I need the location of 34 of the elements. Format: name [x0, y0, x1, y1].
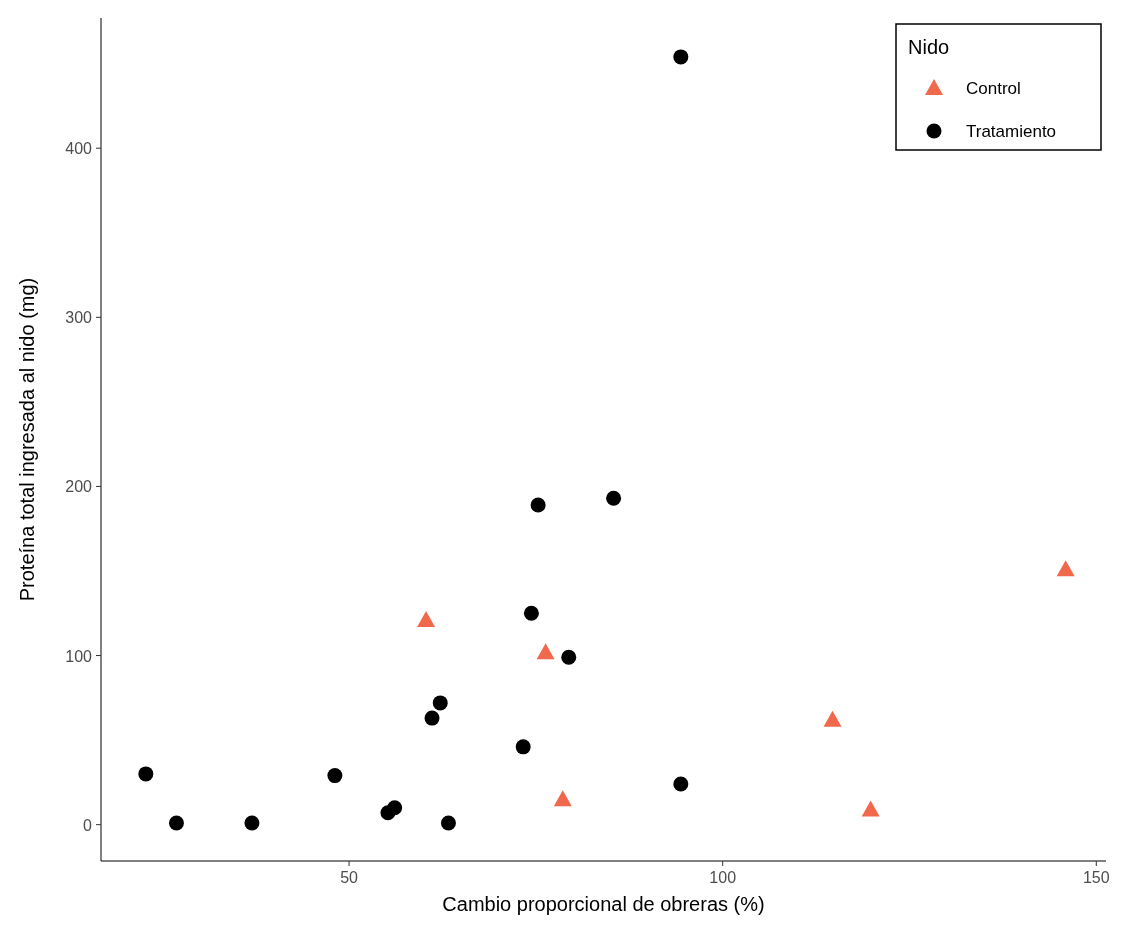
point	[244, 815, 260, 831]
point	[673, 776, 689, 792]
point	[440, 815, 456, 831]
point	[1056, 560, 1075, 577]
y-tick-label: 200	[65, 478, 93, 496]
point	[417, 611, 436, 628]
point	[138, 766, 154, 782]
x-axis-title: Cambio proporcional de obreras (%)	[442, 893, 765, 915]
point	[424, 710, 440, 726]
legend-title: Nido	[908, 36, 950, 58]
point	[823, 710, 842, 727]
y-tick-label: 400	[65, 140, 93, 158]
point	[606, 490, 622, 506]
legend-label: Control	[966, 79, 1021, 98]
point	[561, 649, 577, 665]
y-tick-label: 100	[65, 647, 93, 665]
y-axis-title: Proteína total ingresada al nido (mg)	[16, 277, 38, 602]
point	[515, 739, 531, 755]
y-tick-label: 0	[83, 816, 93, 834]
x-tick-label: 50	[340, 869, 359, 886]
y-tick-label: 300	[65, 309, 93, 327]
x-tick-label: 150	[1082, 869, 1110, 886]
point	[861, 800, 880, 817]
point	[673, 49, 689, 65]
point	[536, 643, 555, 660]
point	[530, 497, 546, 513]
legend-label: Tratamiento	[966, 122, 1057, 141]
x-tick-label: 100	[709, 869, 737, 886]
point	[387, 800, 403, 816]
point	[432, 695, 448, 711]
point	[168, 815, 184, 831]
point	[553, 790, 572, 807]
point	[523, 605, 539, 621]
point	[327, 768, 343, 784]
